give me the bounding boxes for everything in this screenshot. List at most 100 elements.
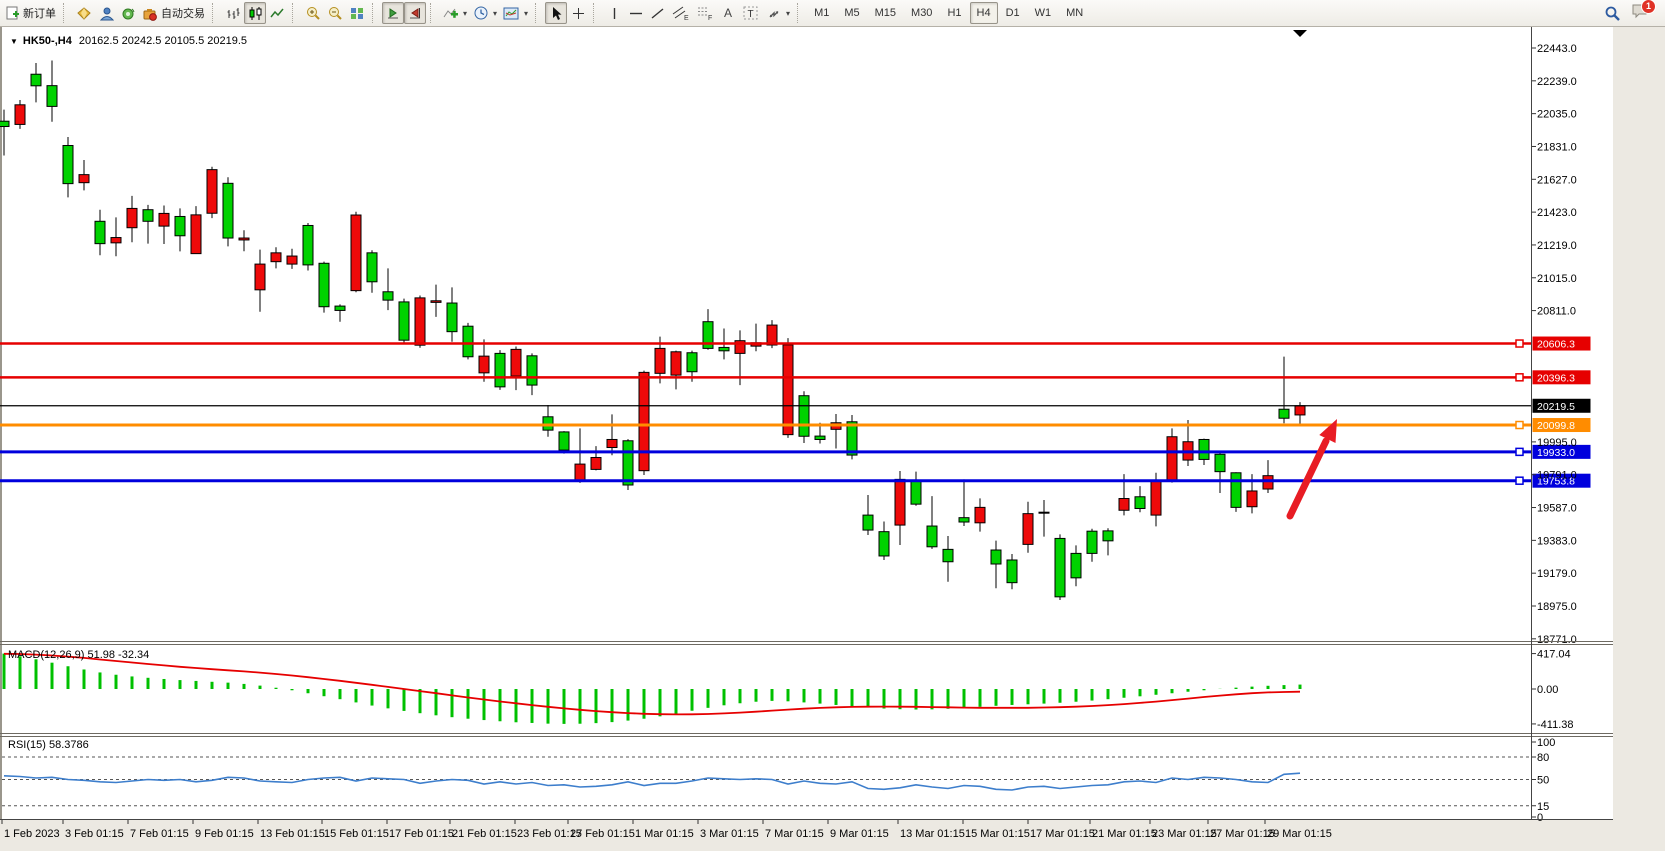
- rsi-tick-label: 100: [1537, 737, 1555, 749]
- periods-dropdown-arrow[interactable]: ▾: [493, 8, 498, 18]
- community-button[interactable]: [95, 2, 117, 24]
- time-axis-label: 21 Feb 01:15: [452, 828, 517, 840]
- candle: [798, 391, 810, 444]
- templates-button[interactable]: ▾: [500, 2, 531, 24]
- toolbar-separator: [593, 3, 600, 23]
- price-tick-label: 19995.0: [1537, 437, 1577, 449]
- price-tick-label: 21831.0: [1537, 141, 1577, 153]
- toolbar-separator: [372, 3, 379, 23]
- signal-button[interactable]: [117, 2, 139, 24]
- candle: [558, 431, 570, 454]
- candle: [398, 298, 410, 343]
- candle: [1038, 499, 1050, 537]
- line-chart-button[interactable]: [266, 2, 288, 24]
- chart-shift-marker[interactable]: [1293, 30, 1307, 37]
- fibonacci-tool[interactable]: F: [693, 2, 717, 24]
- crosshair-button[interactable]: [567, 2, 589, 24]
- notifications-button[interactable]: 1: [1631, 0, 1656, 24]
- chart-canvas[interactable]: 20606.3 20396.3 20219.5 20099.8 19933.0 19753…: [0, 27, 1665, 846]
- timeframe-button-h4[interactable]: H4: [969, 2, 998, 24]
- cursor-button[interactable]: [545, 2, 568, 24]
- candlestick-chart-button[interactable]: [244, 2, 266, 24]
- candle: [158, 205, 170, 244]
- timeframe-button-h1[interactable]: H1: [947, 7, 962, 19]
- time-axis-label: 27 Mar 01:15: [1210, 828, 1275, 840]
- line-anchor-marker[interactable]: [1515, 447, 1524, 457]
- arrows-dropdown-arrow[interactable]: ▾: [786, 8, 791, 18]
- market-button[interactable]: [73, 2, 95, 24]
- indicators-dropdown-arrow[interactable]: ▾: [463, 8, 468, 18]
- timeframe-button-w1[interactable]: W1: [1034, 7, 1052, 19]
- candle: [878, 521, 890, 560]
- candlestick-chart-icon: [248, 6, 263, 21]
- candle: [1070, 545, 1082, 587]
- candle: [478, 339, 490, 382]
- timeframe-button-m5[interactable]: M5: [844, 7, 860, 19]
- auto-trading-label: 自动交易: [161, 8, 205, 20]
- price-tick-label: 18975.0: [1537, 601, 1577, 613]
- time-axis-label: 13 Feb 01:15: [260, 828, 325, 840]
- trend-arrow-annotation[interactable]: [1286, 437, 1330, 520]
- price-badge: [1532, 473, 1591, 488]
- time-axis-label: 13 Mar 01:15: [900, 828, 965, 840]
- candle: [110, 217, 122, 257]
- candle: [190, 206, 202, 255]
- channel-icon: E: [672, 5, 690, 21]
- timeframe-button-mn[interactable]: MN: [1066, 7, 1084, 19]
- auto-trading-button[interactable]: 自动交易: [139, 2, 208, 24]
- timeframe-button-m30[interactable]: M30: [911, 7, 933, 19]
- line-anchor-marker[interactable]: [1515, 476, 1524, 485]
- horizontal-line-tool[interactable]: [625, 2, 647, 24]
- chart-window[interactable]: 20606.3 20396.3 20219.5 20099.8 19933.0 19753…: [0, 27, 1665, 851]
- arrows-tool[interactable]: ▾: [763, 2, 793, 24]
- candle: [1166, 428, 1178, 483]
- vertical-line-tool[interactable]: [603, 2, 625, 24]
- price-tick-label: 18771.0: [1537, 634, 1577, 646]
- zoom-out-button[interactable]: [324, 2, 346, 24]
- line-anchor-marker[interactable]: [1515, 339, 1524, 348]
- time-axis-label: 7 Feb 01:15: [130, 828, 189, 840]
- rsi-tick-label: 80: [1537, 752, 1549, 764]
- candle: [1022, 501, 1034, 553]
- price-tick-label: 19179.0: [1537, 568, 1577, 580]
- bar-chart-button[interactable]: [222, 2, 244, 24]
- chart-collapse-icon[interactable]: ▼: [10, 37, 18, 46]
- candle: [350, 211, 362, 293]
- candle: [926, 496, 938, 549]
- search-icon[interactable]: [1604, 5, 1621, 22]
- candle: [270, 247, 282, 269]
- indicators-button[interactable]: ▾: [440, 2, 470, 24]
- tile-windows-button[interactable]: [346, 2, 368, 24]
- candle: [1230, 472, 1242, 512]
- new-order-button[interactable]: 新订单: [2, 2, 59, 24]
- line-anchor-marker[interactable]: [1515, 420, 1524, 430]
- candle: [46, 60, 58, 122]
- zoom-in-button[interactable]: [302, 2, 324, 24]
- template-icon: [503, 6, 520, 21]
- channel-tool[interactable]: E: [669, 2, 693, 24]
- candle: [1086, 528, 1098, 562]
- new-order-icon: [5, 6, 20, 21]
- auto-scroll-icon: [385, 6, 401, 21]
- text-label-tool[interactable]: T: [739, 2, 763, 24]
- line-anchor-marker[interactable]: [1515, 373, 1524, 382]
- periods-button[interactable]: ▾: [470, 2, 500, 24]
- templates-dropdown-arrow[interactable]: ▾: [524, 8, 529, 18]
- candle: [606, 414, 618, 456]
- timeframe-button-m1[interactable]: M1: [814, 7, 830, 19]
- price-tick-label: 19791.0: [1537, 470, 1577, 482]
- candle: [318, 261, 330, 313]
- text-tool[interactable]: A: [717, 2, 739, 24]
- price-tick-label: 21627.0: [1537, 174, 1577, 186]
- candle: [142, 204, 154, 244]
- chart-shift-button[interactable]: [404, 2, 426, 24]
- price-badge-label: 20219.5: [1537, 401, 1575, 413]
- candle: [622, 439, 634, 490]
- clock-icon: [473, 5, 489, 21]
- auto-scroll-button[interactable]: [382, 2, 404, 24]
- macd-tick-label: -411.38: [1537, 719, 1574, 731]
- price-badge-label: 19933.0: [1537, 447, 1575, 459]
- timeframe-button-m15[interactable]: M15: [874, 7, 897, 19]
- timeframe-button-d1[interactable]: D1: [1005, 7, 1020, 19]
- trendline-tool[interactable]: [647, 2, 669, 24]
